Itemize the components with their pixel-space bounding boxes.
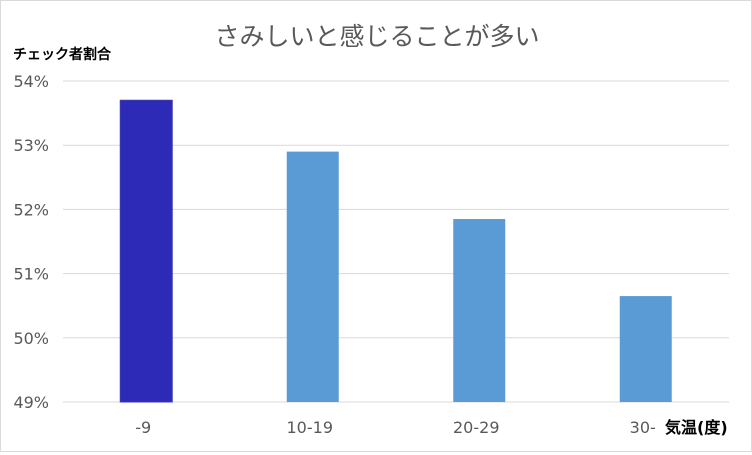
x-tick-label: 10-19: [287, 418, 334, 437]
chart-title: さみしいと感じることが多い: [214, 22, 539, 51]
y-tick-label: 52%: [13, 200, 49, 219]
x-tick-label: 20-29: [453, 418, 500, 437]
y-tick-label: 54%: [13, 72, 49, 91]
y-tick-label: 49%: [13, 393, 49, 412]
y-axis-label: チェック者割合: [13, 46, 112, 63]
y-tick-label: 53%: [13, 136, 49, 155]
x-axis-label: 気温(度): [665, 418, 728, 437]
y-tick-labels: 49% 50% 51% 52% 53% 54%: [13, 72, 49, 412]
gridlines: [63, 80, 729, 403]
x-tick-label: -9: [135, 418, 151, 437]
bar: [119, 99, 173, 403]
y-tick-label: 51%: [13, 265, 49, 284]
bars: [119, 99, 672, 403]
bar: [453, 219, 506, 402]
bar: [619, 296, 672, 402]
x-tick-labels: -9 10-19 20-29 30-: [135, 418, 656, 437]
x-tick-label: 30-: [630, 418, 656, 437]
y-tick-label: 50%: [13, 329, 49, 348]
bar: [286, 151, 339, 402]
